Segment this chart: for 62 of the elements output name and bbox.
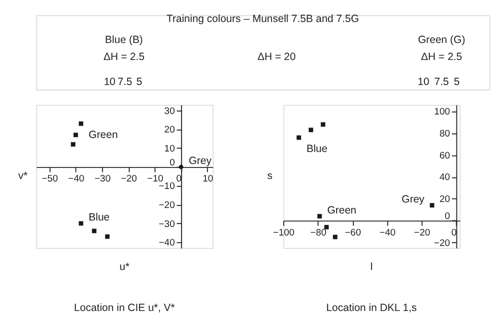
x-tick-label: −40: [68, 174, 84, 185]
x-tick-label: −50: [42, 174, 58, 185]
point: [105, 234, 110, 239]
point: [78, 221, 84, 226]
point: [178, 164, 184, 170]
y-tick-label: 80: [439, 128, 450, 140]
x-tick-label: −20: [414, 227, 430, 238]
y-axis-title: s: [267, 171, 273, 182]
series-label: Green: [88, 130, 118, 141]
text: 5: [136, 76, 142, 88]
text: Blue (B): [105, 34, 143, 46]
point: [70, 142, 76, 147]
y-tick-label: 20: [164, 124, 175, 136]
y-tick-label: 40: [439, 172, 450, 184]
text: ΔH = 2.5: [103, 52, 145, 63]
text: Location in DKL 1,s: [326, 302, 417, 314]
x-tick-label: −30: [94, 174, 111, 185]
point: [74, 132, 78, 138]
x-tick-label: −100: [273, 227, 294, 238]
y-tick-label: −30: [158, 218, 175, 230]
y-tick-label: 0: [444, 211, 450, 222]
x-tick-label: −60: [344, 227, 362, 238]
series-label: Grey: [188, 156, 212, 168]
y-tick-label: 0: [170, 158, 175, 169]
x-axis-title: l: [370, 262, 373, 273]
y-tick-label: −40: [158, 238, 175, 249]
y-tick-label: −20: [158, 200, 175, 211]
point: [320, 122, 326, 127]
y-tick-label: 10: [164, 143, 175, 154]
series-label: Grey: [402, 194, 426, 206]
x-tick-label: −20: [120, 174, 137, 185]
point: [324, 224, 329, 230]
series-label: Blue: [88, 212, 110, 224]
x-axis-title: u*: [120, 262, 130, 273]
x-tick-label: 10: [202, 174, 214, 185]
text: 5: [454, 76, 460, 88]
series-label: Green: [327, 205, 357, 216]
point: [78, 121, 84, 126]
series-label: Blue: [306, 144, 328, 155]
text: 10: [104, 76, 116, 88]
text: Training colours – Munsell 7.5B and 7.5G: [166, 14, 360, 25]
point: [430, 203, 434, 208]
y-tick-label: 20: [439, 194, 450, 206]
point: [332, 234, 338, 240]
text: Green (G): [418, 34, 466, 46]
x-tick-label: −40: [379, 227, 396, 238]
y-tick-label: 100: [434, 106, 450, 118]
point: [92, 228, 96, 234]
y-tick-label: −20: [434, 238, 450, 249]
y-axis-title: v*: [18, 171, 28, 182]
x-tick-label: −80: [310, 227, 326, 238]
point: [317, 214, 322, 218]
point: [296, 135, 302, 140]
y-tick-label: 60: [439, 150, 450, 162]
y-tick-label: 30: [164, 106, 175, 117]
text: Location in CIE u*, V*: [74, 302, 175, 314]
text: 10: [418, 76, 430, 88]
point: [308, 128, 314, 132]
text: ΔH = 20: [257, 52, 296, 63]
text: ΔH = 2.5: [421, 52, 462, 63]
text: 7.5: [118, 76, 132, 88]
text: 7.5: [434, 76, 450, 88]
